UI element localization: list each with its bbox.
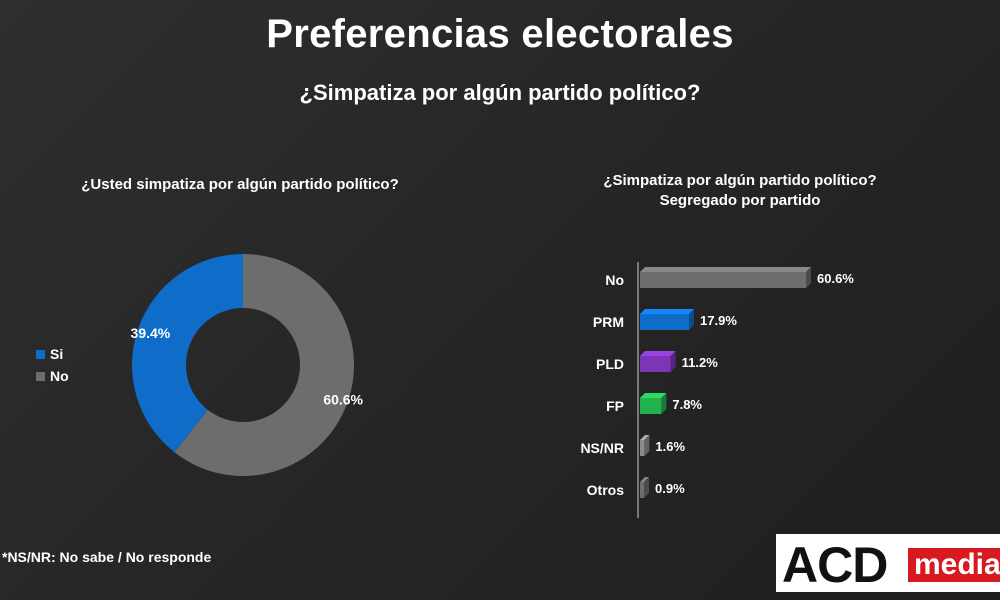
- bar-category-otros: Otros: [587, 482, 625, 498]
- legend-label-no: No: [50, 368, 69, 384]
- footnote: *NS/NR: No sabe / No responde: [2, 549, 212, 565]
- logo-media-text: media: [908, 548, 1000, 582]
- bar-no: [640, 267, 811, 288]
- bar-category-pld: PLD: [596, 356, 624, 372]
- legend-item-si: Si: [36, 343, 69, 365]
- bar-value-no: 60.6%: [817, 271, 854, 286]
- legend-label-si: Si: [50, 346, 64, 362]
- bar-value-pld: 11.2%: [682, 355, 719, 370]
- donut-legend: Si No: [36, 343, 69, 387]
- bar-fp: [640, 393, 667, 414]
- bar-value-prm: 17.9%: [700, 313, 737, 328]
- page-title: Preferencias electorales: [266, 12, 734, 56]
- acd-media-logo: ACD media: [776, 534, 1000, 592]
- bar-value-fp: 7.8%: [672, 397, 702, 412]
- page-subtitle: ¿Simpatiza por algún partido político?: [299, 80, 701, 105]
- bar-category-fp: FP: [606, 398, 624, 414]
- legend-item-no: No: [36, 365, 69, 387]
- bar-chart-subtitle: Segregado por partido: [659, 192, 821, 209]
- donut-label-no: 60.6%: [323, 392, 363, 408]
- legend-swatch-no: [36, 371, 45, 381]
- bar-prm: [640, 309, 695, 330]
- bar-ns-nr: [640, 435, 650, 456]
- donut-label-si: 39.4%: [131, 325, 171, 341]
- donut-chart-title: ¿Usted simpatiza por algún partido polít…: [81, 176, 399, 193]
- bar-category-prm: PRM: [593, 314, 624, 330]
- bar-category-no: No: [605, 272, 624, 288]
- bar-value-ns-nr: 1.6%: [655, 439, 685, 454]
- donut-slice-no: [174, 254, 354, 476]
- donut-slice-si: [131, 254, 243, 453]
- bar-chart-title: ¿Simpatiza por algún partido político? S…: [560, 171, 920, 211]
- bar-otros: [640, 477, 649, 498]
- bar-chart-title-line1: ¿Simpatiza por algún partido político?: [603, 172, 877, 189]
- legend-swatch-si: [36, 349, 45, 359]
- bar-pld: [640, 351, 676, 372]
- logo-acd-text: ACD: [782, 537, 888, 592]
- bar-value-otros: 0.9%: [655, 481, 685, 496]
- bar-category-ns-nr: NS/NR: [580, 440, 624, 456]
